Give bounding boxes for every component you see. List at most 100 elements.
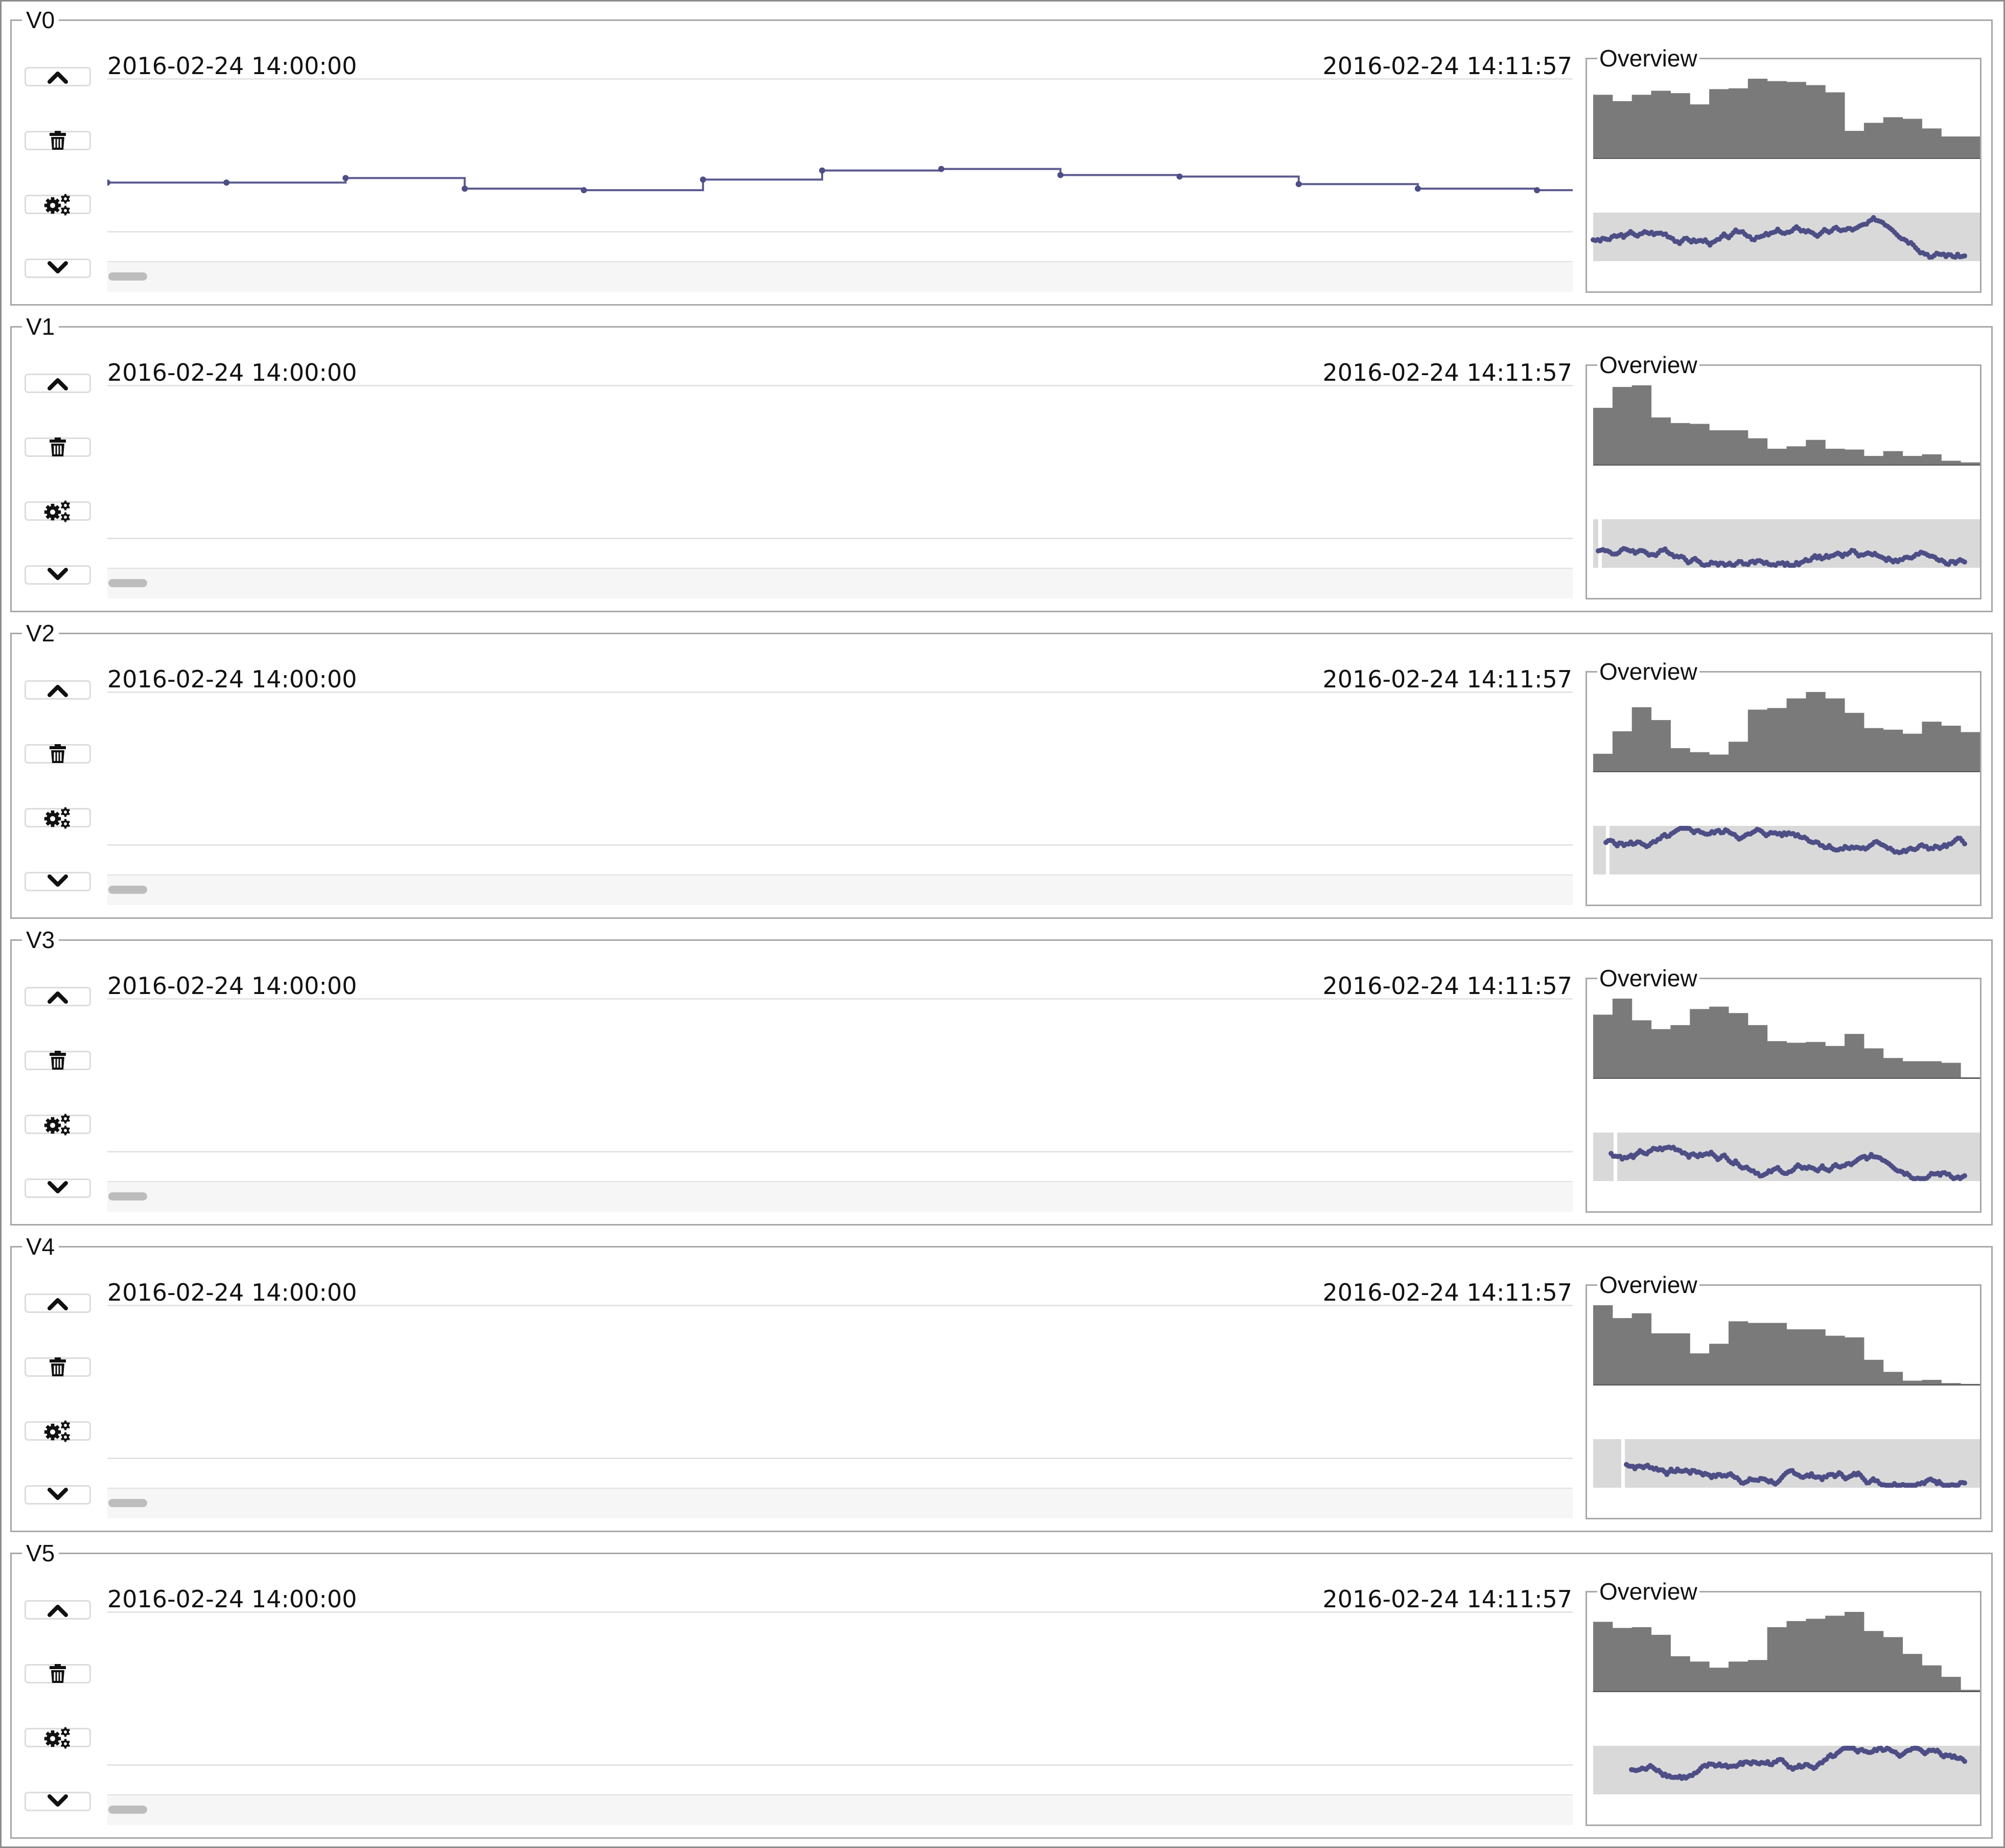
histogram-bar [1709,1344,1729,1385]
overview-histogram [1593,381,1980,466]
chevron-up-icon [48,72,68,84]
time-scrollbar[interactable] [107,874,1573,905]
scrollbar-thumb[interactable] [108,579,147,587]
histogram-bar [1670,1025,1690,1079]
histogram-bar [1670,93,1690,159]
move-down-button[interactable] [25,1485,91,1505]
overview-minimap[interactable] [1593,1745,1980,1794]
histogram-bar [1709,1006,1729,1079]
move-down-button[interactable] [25,1179,91,1198]
settings-button[interactable] [25,500,91,522]
trash-icon [50,1664,66,1683]
delete-button[interactable] [25,437,91,457]
variable-panel: V4 2016-02-24 14:00:00 2016-02-24 14:11:57… [10,1232,1993,1532]
settings-button[interactable] [25,1114,91,1136]
time-series-plot[interactable] [107,1305,1573,1459]
data-point [1414,186,1421,192]
delete-button[interactable] [25,131,91,150]
histogram-bar [1728,430,1748,466]
overview-minimap[interactable] [1593,1133,1980,1182]
overview-minimap[interactable] [1591,213,1980,261]
histogram-bar [1806,692,1826,772]
trash-icon [50,437,66,456]
trash-icon [50,1051,66,1070]
histogram-bar [1631,1020,1652,1079]
panel-label: V4 [22,1232,59,1261]
histogram-bar [1728,1321,1748,1385]
move-up-button[interactable] [25,1293,91,1313]
settings-button[interactable] [25,807,91,829]
overview-histogram [1593,75,1980,159]
time-series-plot[interactable] [107,998,1573,1152]
panel-label: V2 [22,619,59,648]
time-series-plot[interactable] [107,1611,1573,1766]
move-up-button[interactable] [25,374,91,393]
histogram-bar [1902,1380,1922,1385]
overview-title: Overview [1597,351,1699,379]
start-timestamp: 2016-02-24 14:00:00 [107,665,357,693]
time-scrollbar[interactable] [107,1488,1573,1518]
histogram-bar [1902,733,1922,772]
settings-button[interactable] [25,1420,91,1442]
settings-button[interactable] [25,194,91,216]
scrollbar-thumb[interactable] [108,1499,147,1507]
histogram-bar [1941,136,1961,159]
histogram-bar [1670,1656,1690,1692]
histogram-bar [1651,1634,1671,1692]
scrollbar-thumb[interactable] [108,1192,147,1200]
settings-button[interactable] [25,1727,91,1749]
data-point [342,175,349,181]
histogram-bar [1747,1323,1768,1385]
time-series-plot[interactable] [104,78,1573,233]
time-scrollbar[interactable] [107,568,1573,598]
variable-panel: V3 2016-02-24 14:00:00 2016-02-24 14:11:57… [10,926,1993,1226]
histogram-bar [1728,88,1748,159]
chevron-up-icon [48,991,68,1004]
histogram-bar [1786,1621,1806,1692]
histogram-bar [1961,732,1980,772]
delete-button[interactable] [25,1357,91,1377]
move-up-button[interactable] [25,987,91,1006]
move-down-button[interactable] [25,565,91,585]
gears-icon [44,1727,71,1749]
overview-minimap[interactable] [1593,1439,1980,1488]
move-down-button[interactable] [25,259,91,278]
delete-button[interactable] [25,1664,91,1683]
histogram-bar [1593,407,1613,466]
histogram-bar [1922,1061,1942,1079]
move-up-button[interactable] [25,680,91,700]
histogram-bar [1825,1335,1845,1385]
data-point [1176,173,1183,180]
histogram-bar [1941,1062,1961,1079]
time-series-plot[interactable] [107,691,1573,846]
overview-title: Overview [1597,657,1699,686]
data-point [1057,172,1064,178]
scrollbar-thumb[interactable] [108,272,147,281]
histogram-bar [1786,1043,1806,1079]
histogram-bar [1786,1329,1806,1385]
move-down-button[interactable] [25,872,91,891]
histogram-bar [1651,1333,1671,1385]
delete-button[interactable] [25,1051,91,1070]
time-series-plot[interactable] [107,385,1573,539]
delete-button[interactable] [25,744,91,764]
time-scrollbar[interactable] [107,1794,1573,1825]
histogram-bar [1922,722,1942,772]
histogram-bar [1941,725,1961,772]
move-up-button[interactable] [25,67,91,86]
overview-histogram [1593,995,1980,1079]
variable-panel: V1 2016-02-24 14:00:00 2016-02-24 14:11:57… [10,312,1993,612]
scrollbar-thumb[interactable] [108,1806,147,1814]
histogram-bar [1670,423,1690,466]
histogram-bar [1709,430,1729,466]
overview-minimap[interactable] [1593,519,1980,568]
time-scrollbar[interactable] [107,1181,1573,1212]
start-timestamp: 2016-02-24 14:00:00 [107,972,357,1000]
overview-minimap[interactable] [1593,825,1980,874]
move-down-button[interactable] [25,1792,91,1811]
histogram-bar [1922,1380,1942,1385]
time-scrollbar[interactable] [107,261,1573,292]
histogram-bar [1806,1329,1826,1385]
move-up-button[interactable] [25,1600,91,1620]
scrollbar-thumb[interactable] [108,886,147,894]
